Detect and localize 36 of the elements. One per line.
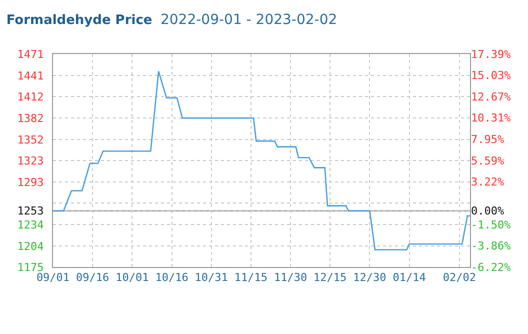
chart-subtitle: 2022-09-01 - 2023-02-02 <box>160 12 338 28</box>
x-tick-label: 10/16 <box>155 271 188 284</box>
y2-tick-label: -3.86% <box>471 240 512 253</box>
line-series <box>53 70 470 250</box>
y-tick-label: 1293 <box>17 176 44 189</box>
y2-tick-label: 7.95% <box>471 133 504 146</box>
x-tick-label: 09/16 <box>76 271 110 284</box>
y-tick-label: 1352 <box>17 133 44 146</box>
y2-tick-label: 15.03% <box>471 69 512 82</box>
x-tick-label: 10/01 <box>116 271 149 284</box>
x-tick-label: 12/30 <box>353 271 386 284</box>
y2-tick-label: 10.31% <box>471 112 512 125</box>
y2-tick-label: 5.59% <box>471 154 504 168</box>
y-tick-label: 1253 <box>17 204 44 218</box>
y2-tick-label: -1.50% <box>471 218 512 232</box>
y-tick-label: 1471 <box>17 48 44 61</box>
x-tick-label: 09/01 <box>36 271 70 284</box>
y-tick-label: 1175 <box>17 260 44 274</box>
y-tick-label: 1382 <box>17 112 44 125</box>
y2-tick-label: 12.67% <box>471 90 512 104</box>
y-tick-label: 1412 <box>17 90 44 104</box>
y-tick-label: 1441 <box>17 69 44 82</box>
y-tick-label: 1323 <box>17 154 44 168</box>
y2-tick-label: 17.39% <box>471 48 512 61</box>
y-tick-label: 1204 <box>17 240 44 253</box>
y2-tick-label: 0.00% <box>471 204 504 218</box>
x-tick-label: 10/31 <box>194 271 228 284</box>
x-tick-label: 11/15 <box>234 271 268 284</box>
y2-tick-label: 3.22% <box>471 176 504 189</box>
y2-tick-label: -6.22% <box>471 260 512 274</box>
x-tick-label: 12/15 <box>314 271 347 284</box>
x-tick-label: 01/14 <box>392 271 426 284</box>
chart-title: Formaldehyde Price <box>6 13 152 28</box>
x-tick-label: 02/02 <box>442 271 476 284</box>
y-tick-label: 1234 <box>17 218 44 232</box>
x-tick-label: 11/30 <box>274 271 308 284</box>
